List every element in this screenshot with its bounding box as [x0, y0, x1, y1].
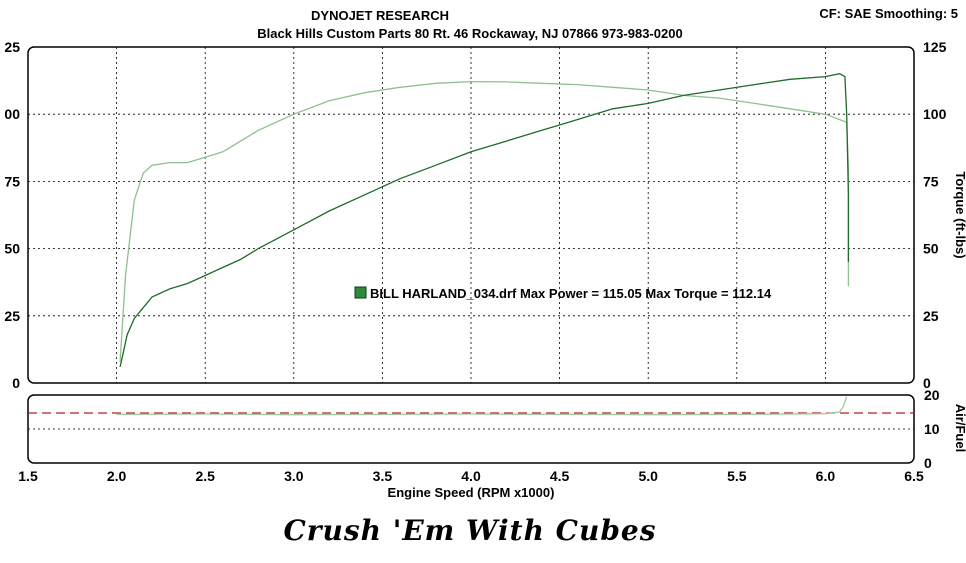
y-tick-label-right: 100 — [923, 106, 947, 122]
y-tick-label-right: 50 — [923, 241, 939, 257]
x-tick-label: 3.0 — [284, 468, 304, 484]
airfuel-curve — [116, 396, 848, 416]
y-tick-label-left: 75 — [4, 173, 20, 189]
airfuel-tick-label: 10 — [924, 421, 940, 437]
chart-title: DYNOJET RESEARCH — [311, 8, 449, 23]
x-tick-label: 2.0 — [107, 468, 127, 484]
shop-info: Black Hills Custom Parts 80 Rt. 46 Rocka… — [257, 26, 683, 41]
y-axis-label-airfuel: Air/Fuel — [953, 404, 966, 452]
legend-text: BILL HARLAND_034.drf Max Power = 115.05 … — [370, 286, 772, 301]
x-axis-label: Engine Speed (RPM x1000) — [388, 485, 555, 500]
x-tick-label: 6.0 — [816, 468, 836, 484]
y-tick-label-left: 00 — [4, 106, 20, 122]
y-tick-label-left: 0 — [12, 375, 20, 391]
x-tick-label: 3.5 — [373, 468, 393, 484]
x-tick-label: 1.5 — [18, 468, 38, 484]
y-tick-label-right: 0 — [923, 375, 931, 391]
footer-slogan: Crush 'Em With Cubes — [283, 514, 657, 547]
airfuel-plot-frame — [27, 394, 915, 464]
x-tick-label: 6.5 — [904, 468, 924, 484]
y-tick-label-right: 125 — [923, 39, 947, 55]
airfuel-tick-label: 20 — [924, 387, 940, 403]
torque-curve — [119, 80, 850, 362]
power-curve — [119, 73, 850, 368]
y-tick-label-left: 50 — [4, 241, 20, 257]
x-tick-label: 4.0 — [461, 468, 481, 484]
legend-swatch — [354, 286, 367, 299]
y-tick-label-left: 25 — [4, 308, 20, 324]
correction-factor-info: CF: SAE Smoothing: 5 — [819, 6, 958, 21]
airfuel-tick-label: 0 — [924, 455, 932, 471]
x-tick-label: 5.0 — [638, 468, 658, 484]
y-tick-label-right: 25 — [923, 308, 939, 324]
y-tick-label-left: 25 — [4, 39, 20, 55]
x-tick-label: 2.5 — [195, 468, 215, 484]
x-tick-label: 5.5 — [727, 468, 747, 484]
x-tick-label: 4.5 — [550, 468, 570, 484]
y-tick-label-right: 75 — [923, 173, 939, 189]
y-axis-label-torque: Torque (ft-lbs) — [953, 171, 966, 258]
